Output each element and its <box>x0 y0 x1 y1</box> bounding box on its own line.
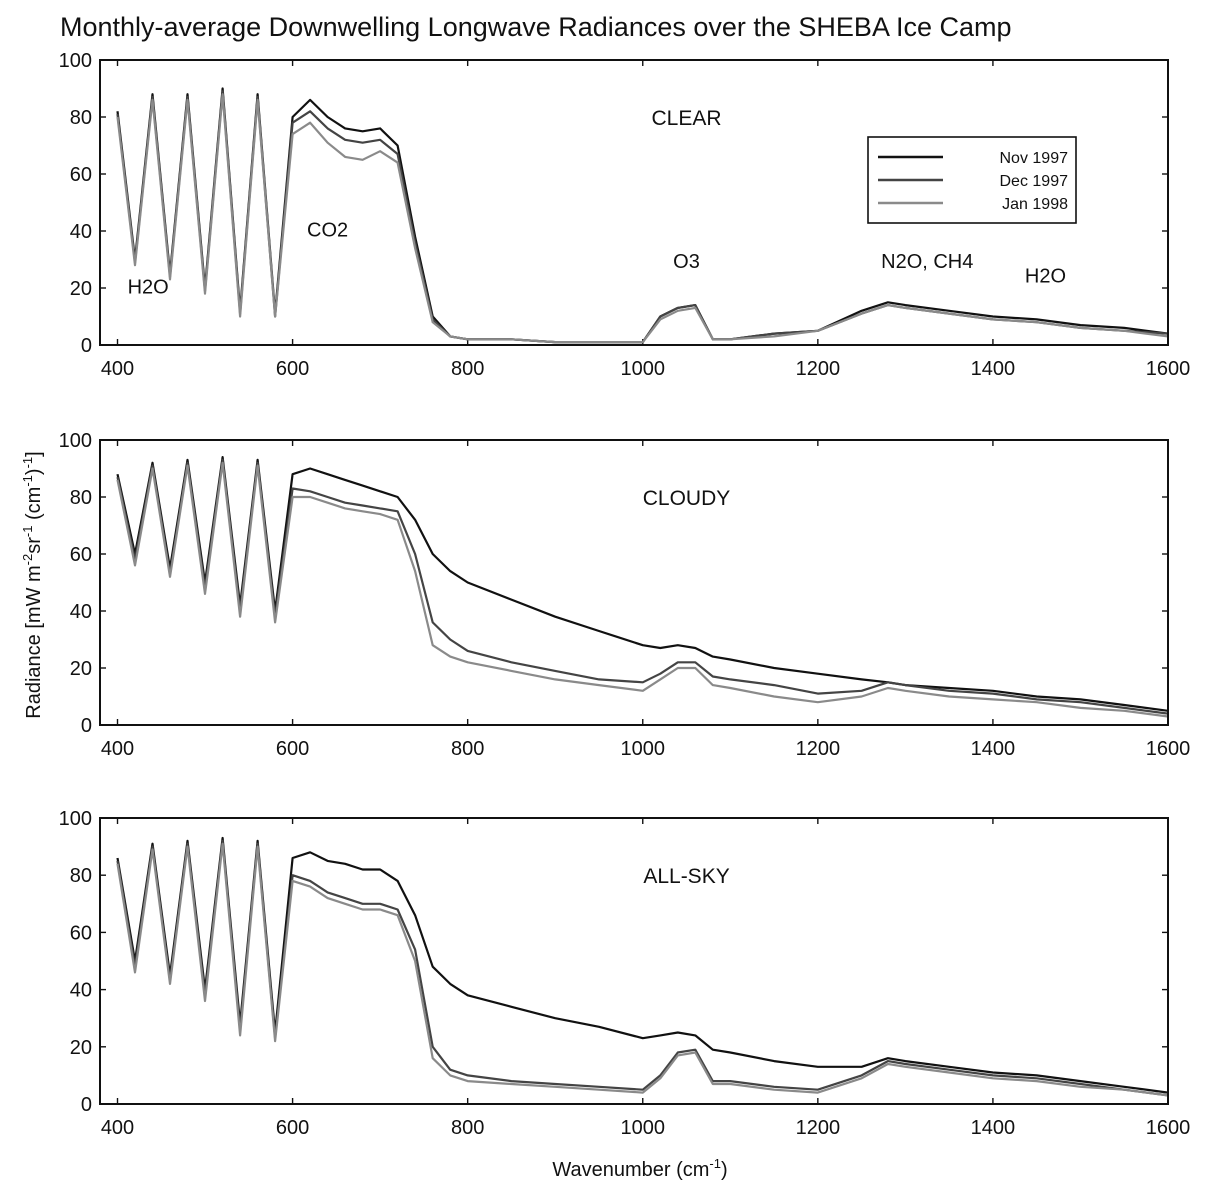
annotation: O3 <box>673 251 700 273</box>
x-tick-label: 800 <box>451 738 484 760</box>
y-tick-label: 20 <box>70 278 92 300</box>
panel-cloudy: 400 600 800 1000 1200 1400 1600 0 20 40 60 80 100 CLO… <box>59 430 1191 760</box>
y-tick-label: 80 <box>70 487 92 509</box>
axes-frame <box>99 817 1169 1105</box>
figure-title: Monthly-average Downwelling Longwave Rad… <box>60 12 1012 42</box>
y-tick-label: 100 <box>59 808 92 830</box>
y-tick-label: 80 <box>70 107 92 129</box>
x-tick-label: 1200 <box>796 1117 841 1139</box>
y-tick-label: 80 <box>70 865 92 887</box>
y-tick-label: 40 <box>70 980 92 1002</box>
series-line-3 <box>116 93 1169 344</box>
series-line-3 <box>116 461 1169 718</box>
x-tick-label: 1000 <box>621 1117 666 1139</box>
x-tick-label: 1000 <box>621 358 666 380</box>
x-tick-label: 1600 <box>1146 358 1191 380</box>
y-tick-label: 0 <box>81 335 92 357</box>
x-tick-label: 400 <box>101 358 134 380</box>
annotation: CO2 <box>307 220 348 242</box>
x-tick-label: 600 <box>276 738 309 760</box>
annotation: H2O <box>128 277 169 299</box>
x-tick-label: 1600 <box>1146 738 1191 760</box>
x-tick-label: 400 <box>101 1117 134 1139</box>
x-tick-label: 1400 <box>971 1117 1016 1139</box>
y-tick-label: 60 <box>70 164 92 186</box>
x-tick-label: 600 <box>276 358 309 380</box>
x-tick-label: 1400 <box>971 358 1016 380</box>
x-tick-label: 1200 <box>796 738 841 760</box>
y-tick-label: 40 <box>70 601 92 623</box>
legend-label: Nov 1997 <box>1000 150 1069 167</box>
y-tick-label: 60 <box>70 544 92 566</box>
panel-title: CLEAR <box>652 107 722 130</box>
y-axis-label: Radiance [mW m-2sr-1 (cm-1)-1] <box>20 451 45 718</box>
x-tick-label: 600 <box>276 1117 309 1139</box>
axes-frame <box>99 439 1169 726</box>
x-tick-label: 800 <box>451 1117 484 1139</box>
panel-clear: 400 600 800 1000 1200 1400 1600 0 20 40 60 80 100 CLE… <box>59 50 1191 380</box>
x-tick-label: 800 <box>451 358 484 380</box>
x-axis-label: Wavenumber (cm-1) <box>552 1156 727 1181</box>
y-tick-label: 100 <box>59 430 92 452</box>
series-line-3 <box>116 842 1169 1097</box>
y-tick-label: 40 <box>70 221 92 243</box>
y-tick-label: 100 <box>59 50 92 72</box>
x-tick-label: 1600 <box>1146 1117 1191 1139</box>
y-tick-label: 0 <box>81 715 92 737</box>
annotation: H2O <box>1025 265 1066 287</box>
axes-frame <box>99 59 1169 346</box>
x-tick-label: 400 <box>101 738 134 760</box>
y-tick-label: 20 <box>70 1037 92 1059</box>
x-tick-label: 1400 <box>971 738 1016 760</box>
legend-label: Jan 1998 <box>1002 196 1068 213</box>
y-tick-label: 60 <box>70 922 92 944</box>
panel-title: CLOUDY <box>643 487 731 510</box>
x-tick-label: 1000 <box>621 738 666 760</box>
annotation: N2O, CH4 <box>881 251 973 273</box>
y-tick-label: 20 <box>70 658 92 680</box>
panel-title: ALL-SKY <box>643 865 729 888</box>
x-tick-label: 1200 <box>796 358 841 380</box>
y-tick-label: 0 <box>81 1094 92 1116</box>
panel-all-sky: 400 600 800 1000 1200 1400 1600 0 20 40 60 80 100 ALL… <box>59 808 1191 1139</box>
legend-label: Dec 1997 <box>1000 173 1069 190</box>
